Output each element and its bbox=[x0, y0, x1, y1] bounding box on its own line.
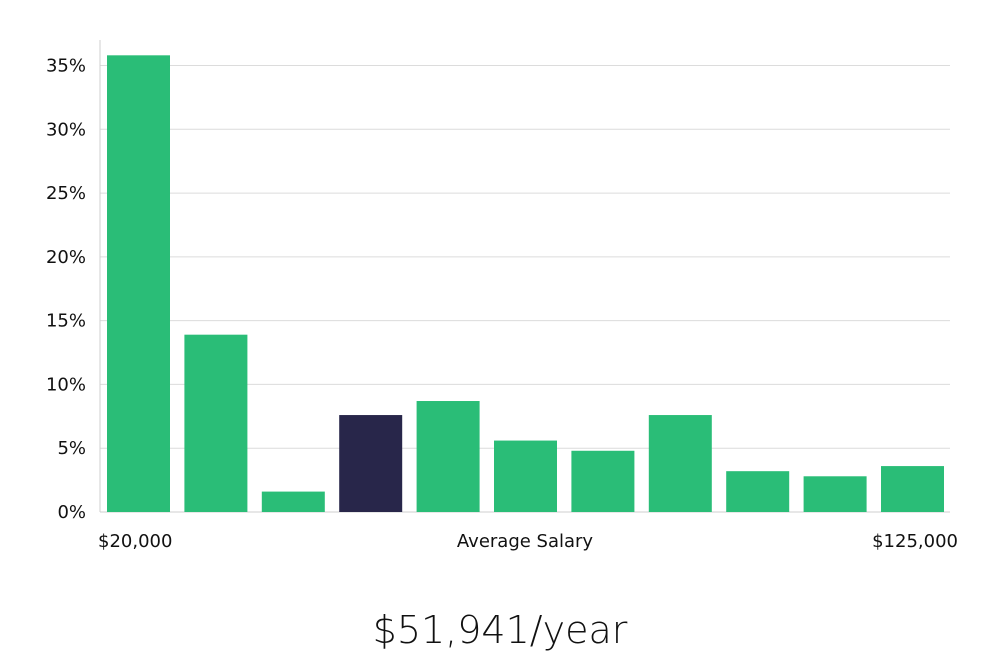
bar bbox=[107, 55, 170, 513]
bar bbox=[184, 334, 248, 512]
y-tick-label: 10% bbox=[46, 374, 86, 395]
y-tick-label: 35% bbox=[46, 56, 86, 77]
bar bbox=[571, 450, 635, 512]
y-tick-labels: 0% 5% 10% 15% 20% 25% 30% 35% bbox=[46, 56, 86, 523]
bar bbox=[261, 491, 325, 512]
y-tick-label: 5% bbox=[57, 438, 86, 459]
x-axis-title: Average Salary bbox=[457, 531, 594, 552]
average-salary-headline: $51,941/year bbox=[372, 608, 628, 652]
x-start-label: $20,000 bbox=[98, 531, 172, 552]
bar bbox=[648, 415, 712, 512]
bars bbox=[107, 55, 944, 513]
y-tick-label: 25% bbox=[46, 183, 86, 204]
y-tick-label: 0% bbox=[57, 502, 86, 523]
bar bbox=[494, 440, 557, 512]
bar bbox=[881, 466, 944, 512]
y-tick-label: 20% bbox=[46, 247, 86, 268]
bar bbox=[726, 471, 790, 512]
y-tick-label: 30% bbox=[46, 119, 86, 140]
salary-distribution-chart: 0% 5% 10% 15% 20% 25% 30% 35% $20,000 Average S… bbox=[46, 40, 958, 552]
x-end-label: $125,000 bbox=[872, 531, 958, 552]
bar bbox=[416, 401, 480, 512]
y-tick-label: 15% bbox=[46, 311, 86, 332]
bar bbox=[803, 476, 867, 512]
bar-highlighted bbox=[339, 415, 403, 512]
